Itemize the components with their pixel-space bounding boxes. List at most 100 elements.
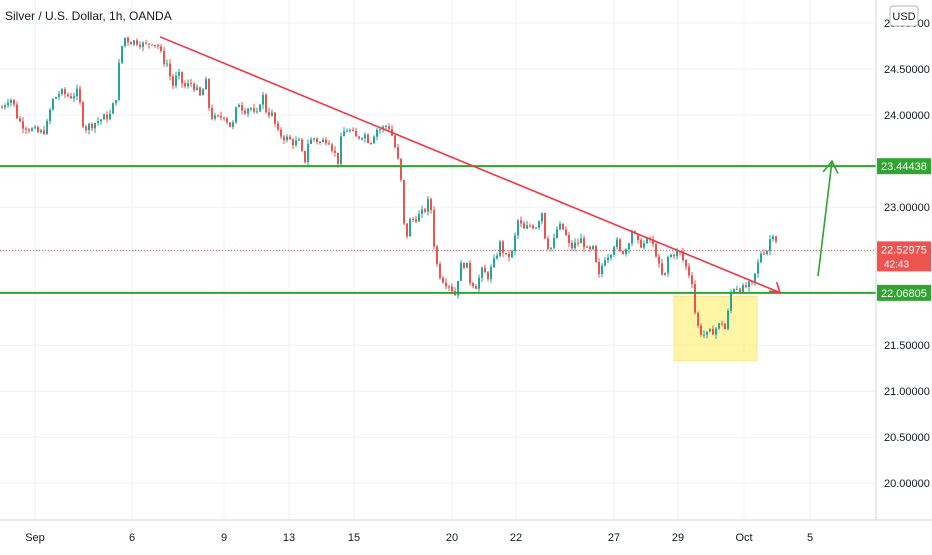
- candle[interactable]: [97, 117, 99, 126]
- candle[interactable]: [22, 117, 24, 134]
- candle[interactable]: [94, 122, 96, 133]
- candle[interactable]: [586, 245, 588, 248]
- candle[interactable]: [43, 126, 45, 135]
- candle[interactable]: [268, 108, 270, 119]
- candle[interactable]: [541, 212, 543, 225]
- candle[interactable]: [544, 212, 546, 240]
- candle[interactable]: [700, 323, 702, 337]
- candle[interactable]: [40, 128, 42, 134]
- candle[interactable]: [241, 101, 243, 115]
- candle[interactable]: [775, 235, 777, 244]
- candle[interactable]: [487, 270, 489, 282]
- candle[interactable]: [301, 138, 303, 153]
- candle[interactable]: [613, 245, 615, 257]
- candle[interactable]: [439, 261, 441, 280]
- candle[interactable]: [19, 116, 21, 123]
- candle[interactable]: [37, 125, 39, 133]
- candle[interactable]: [628, 242, 630, 254]
- candle[interactable]: [583, 235, 585, 252]
- candle[interactable]: [124, 37, 126, 48]
- candle[interactable]: [553, 233, 555, 250]
- candle[interactable]: [493, 254, 495, 269]
- candle[interactable]: [397, 144, 399, 160]
- candle[interactable]: [367, 133, 369, 144]
- candle[interactable]: [253, 103, 255, 114]
- candle[interactable]: [667, 255, 669, 277]
- candle[interactable]: [202, 88, 204, 96]
- candle[interactable]: [64, 87, 66, 99]
- candle[interactable]: [109, 109, 111, 121]
- candle[interactable]: [85, 124, 87, 134]
- candle[interactable]: [520, 216, 522, 227]
- candle[interactable]: [265, 93, 267, 114]
- candle[interactable]: [403, 179, 405, 226]
- candle[interactable]: [610, 253, 612, 261]
- candle[interactable]: [691, 271, 693, 289]
- candle[interactable]: [535, 226, 537, 230]
- candle[interactable]: [370, 142, 372, 145]
- candle[interactable]: [328, 140, 330, 145]
- candle[interactable]: [673, 253, 675, 260]
- candle[interactable]: [502, 239, 504, 258]
- candle[interactable]: [211, 104, 213, 121]
- candle[interactable]: [79, 85, 81, 105]
- candle[interactable]: [463, 262, 465, 270]
- candle[interactable]: [331, 143, 333, 153]
- candle[interactable]: [88, 122, 90, 135]
- candle[interactable]: [601, 263, 603, 278]
- candle[interactable]: [682, 247, 684, 262]
- candle[interactable]: [466, 262, 468, 268]
- candle[interactable]: [103, 113, 105, 120]
- candle[interactable]: [727, 308, 729, 331]
- candle[interactable]: [427, 195, 429, 216]
- candle[interactable]: [349, 128, 351, 133]
- candle[interactable]: [283, 134, 285, 144]
- candle[interactable]: [220, 111, 222, 121]
- candle[interactable]: [151, 44, 153, 46]
- candle[interactable]: [91, 122, 93, 132]
- candle[interactable]: [208, 78, 210, 111]
- candle[interactable]: [232, 120, 234, 130]
- candle[interactable]: [697, 311, 699, 328]
- candle[interactable]: [445, 278, 447, 290]
- candle[interactable]: [55, 96, 57, 100]
- price-axis[interactable]: 25.5000025.0000024.5000024.0000023.00000…: [877, 0, 931, 490]
- candle[interactable]: [760, 251, 762, 264]
- candle[interactable]: [718, 323, 720, 330]
- candle[interactable]: [496, 252, 498, 260]
- candle[interactable]: [244, 107, 246, 115]
- candle[interactable]: [7, 98, 9, 109]
- candle[interactable]: [562, 223, 564, 231]
- candle[interactable]: [355, 127, 357, 137]
- candle[interactable]: [157, 43, 159, 50]
- candle[interactable]: [712, 325, 714, 335]
- candle[interactable]: [670, 253, 672, 258]
- trendline[interactable]: [159, 36, 781, 294]
- current-price-label[interactable]: 22.52975 42:43: [877, 241, 931, 272]
- candle[interactable]: [214, 112, 216, 121]
- candle[interactable]: [400, 158, 402, 182]
- candle[interactable]: [607, 253, 609, 264]
- candle[interactable]: [58, 90, 60, 101]
- candle[interactable]: [34, 125, 36, 130]
- candle[interactable]: [313, 137, 315, 142]
- candle[interactable]: [373, 135, 375, 144]
- candle[interactable]: [511, 249, 513, 259]
- candle[interactable]: [643, 240, 645, 250]
- candle[interactable]: [163, 46, 165, 67]
- candle[interactable]: [172, 73, 174, 90]
- candle[interactable]: [325, 137, 327, 146]
- candle[interactable]: [652, 235, 654, 248]
- candle[interactable]: [388, 123, 390, 132]
- candle[interactable]: [745, 281, 747, 289]
- candle[interactable]: [334, 146, 336, 157]
- candle[interactable]: [571, 240, 573, 251]
- candle[interactable]: [376, 128, 378, 141]
- candle[interactable]: [394, 133, 396, 149]
- candle[interactable]: [118, 58, 120, 101]
- candle[interactable]: [538, 220, 540, 230]
- candle[interactable]: [46, 118, 48, 135]
- candle[interactable]: [703, 330, 705, 339]
- candle[interactable]: [715, 327, 717, 339]
